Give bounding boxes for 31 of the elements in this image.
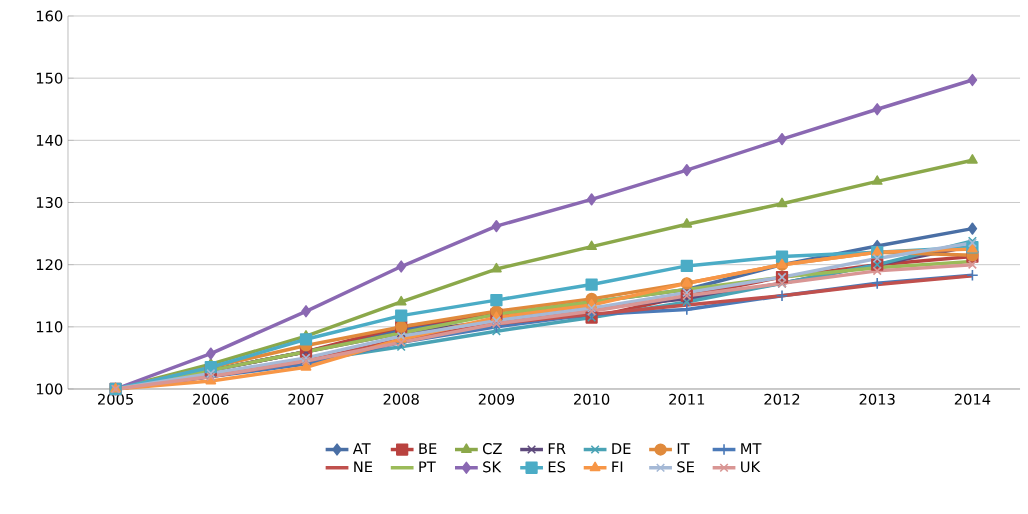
x-tick-label: 2005 [98, 393, 133, 405]
legend-label: NE [354, 461, 373, 473]
legend-label: SE [677, 461, 694, 473]
x-tick-label: 2011 [669, 393, 705, 405]
x-tick-label: 2013 [859, 393, 895, 405]
legend-label: MT [741, 443, 762, 454]
legend-label: BE [419, 443, 437, 454]
x-tick-label: 2009 [478, 393, 515, 405]
legend-label: PT [419, 461, 436, 473]
y-tick-label: 140 [36, 134, 63, 146]
y-tick-label: 150 [36, 72, 63, 84]
y-tick-label: 160 [36, 10, 63, 22]
legend-label: SK [483, 461, 502, 473]
legend-label: FI [612, 461, 623, 473]
y-tick-label: 120 [36, 259, 63, 271]
legend-label: ES [548, 461, 566, 473]
x-tick-label: 2012 [764, 393, 800, 405]
y-tick-label: 100 [36, 383, 63, 395]
x-tick-label: 2008 [383, 393, 419, 405]
x-tick-label: 2014 [954, 393, 991, 405]
legend-label: FR [548, 443, 566, 454]
legend-label: CZ [482, 443, 502, 455]
x-tick-label: 2007 [288, 393, 324, 405]
legend-label: DE [612, 443, 631, 454]
legend-label: IT [677, 443, 690, 454]
y-tick-label: 130 [36, 196, 63, 209]
legend-label: AT [352, 443, 371, 454]
legend-label: UK [741, 461, 761, 473]
y-tick-label: 110 [36, 321, 63, 333]
x-tick-label: 2010 [574, 393, 610, 405]
x-tick-label: 2006 [193, 393, 229, 405]
